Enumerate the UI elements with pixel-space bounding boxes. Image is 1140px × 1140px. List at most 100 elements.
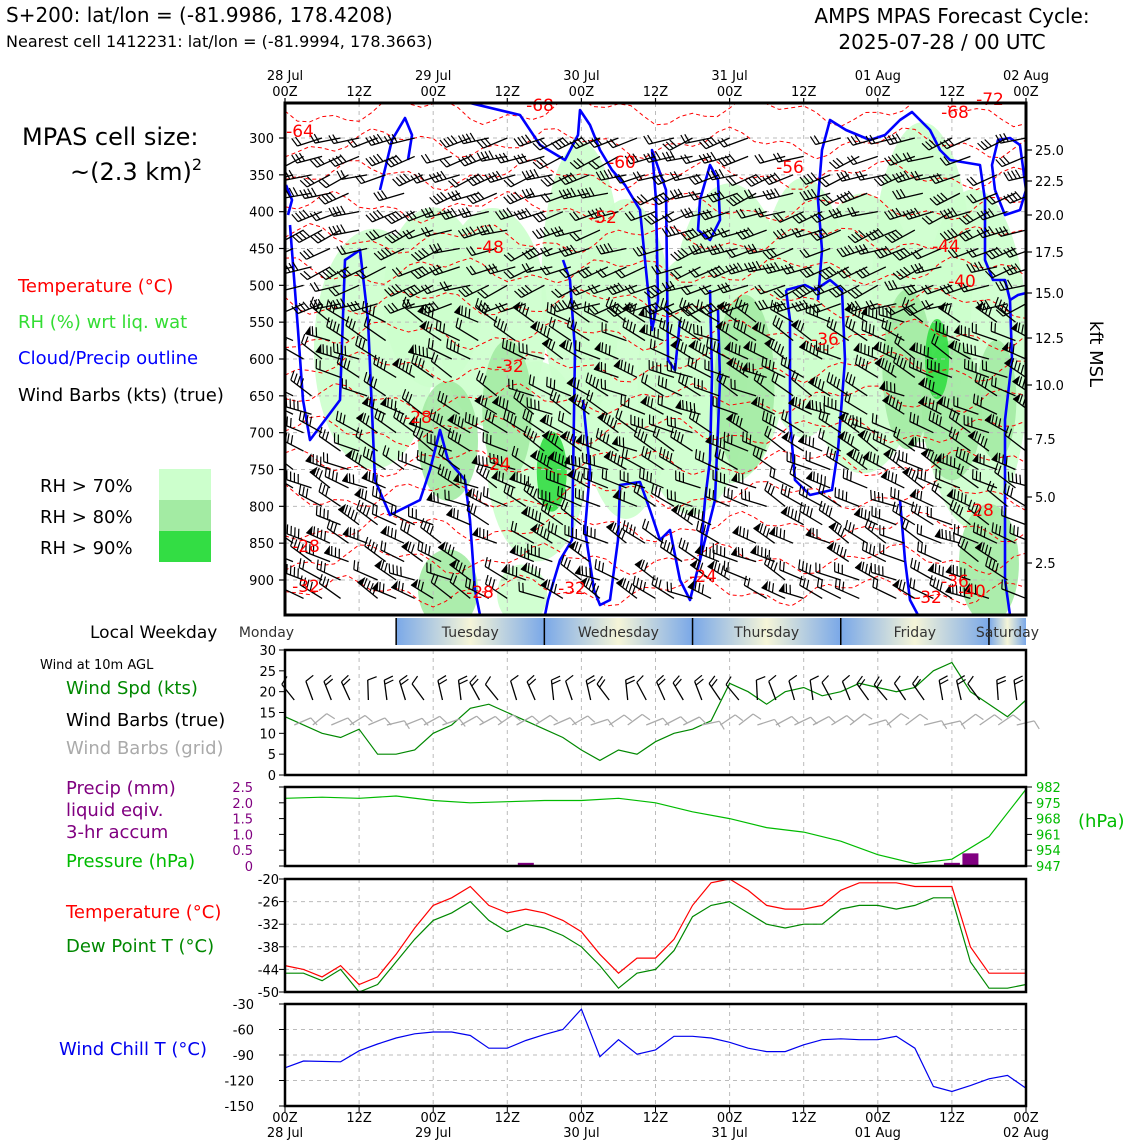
barb-feather bbox=[628, 211, 636, 220]
barb-feather bbox=[486, 488, 489, 498]
barb-shaft bbox=[670, 436, 693, 452]
barb-feather bbox=[603, 243, 610, 253]
wind-barb bbox=[464, 577, 490, 599]
wind-barb bbox=[632, 245, 664, 257]
barb-feather bbox=[687, 355, 691, 366]
barb-feather bbox=[444, 489, 446, 500]
barb-shaft bbox=[799, 510, 823, 526]
barb-feather bbox=[525, 170, 532, 180]
wind-barb bbox=[791, 299, 823, 312]
barb-shaft bbox=[460, 715, 478, 726]
barb-shaft bbox=[523, 489, 545, 507]
barb-feather bbox=[828, 209, 835, 219]
barb-shaft bbox=[426, 229, 452, 237]
barb-feather bbox=[554, 288, 563, 297]
barb-feather bbox=[572, 436, 577, 446]
barb-feather bbox=[650, 213, 659, 221]
barb-feather bbox=[662, 717, 670, 726]
barb-feather bbox=[511, 445, 516, 456]
barb-shaft bbox=[557, 495, 582, 507]
pressure-ytick-label: 961 bbox=[1036, 828, 1061, 843]
wind-barb bbox=[323, 545, 349, 563]
barb-feather bbox=[836, 544, 840, 555]
wind-barb bbox=[687, 507, 712, 526]
barb-feather bbox=[539, 211, 547, 220]
barb-feather bbox=[323, 531, 327, 541]
wind-barb bbox=[315, 358, 341, 379]
barb-feather bbox=[758, 207, 765, 217]
barb-shaft bbox=[483, 495, 508, 507]
barb-shaft bbox=[818, 417, 842, 434]
top-date-label: 31 Jul bbox=[711, 69, 747, 84]
barb-feather bbox=[298, 231, 307, 240]
barb-feather bbox=[605, 434, 610, 444]
barb-shaft bbox=[601, 331, 627, 342]
barb-feather bbox=[306, 579, 310, 590]
wind-barb bbox=[754, 153, 786, 164]
precip-legend-3: 3-hr accum bbox=[66, 822, 168, 843]
barb-feather bbox=[619, 490, 622, 500]
barb-feather bbox=[521, 153, 528, 162]
barb-feather bbox=[526, 428, 531, 438]
barb-feather bbox=[606, 140, 614, 149]
barb-shaft bbox=[553, 717, 571, 726]
barb-feather bbox=[291, 235, 300, 243]
barb-feather bbox=[521, 135, 528, 144]
barb-feather bbox=[694, 359, 698, 370]
barb-feather bbox=[688, 323, 692, 333]
wind-barb bbox=[595, 266, 627, 279]
barb-shaft bbox=[336, 362, 360, 378]
barb-shaft bbox=[530, 326, 553, 342]
wind-barb bbox=[328, 154, 360, 168]
barb-feather bbox=[449, 340, 453, 350]
barb-feather bbox=[293, 539, 298, 549]
wind-barb bbox=[382, 445, 405, 471]
barb-feather bbox=[833, 376, 837, 387]
wind-barb bbox=[484, 409, 508, 434]
barb-feather bbox=[355, 335, 359, 346]
wind-barb bbox=[322, 452, 349, 471]
barb-feather bbox=[706, 246, 713, 255]
barb-shaft bbox=[326, 527, 349, 544]
barb-shaft bbox=[546, 478, 572, 489]
barb-feather bbox=[709, 136, 718, 145]
barb-shaft bbox=[575, 284, 601, 296]
wind-barb bbox=[669, 171, 701, 182]
barb-feather bbox=[440, 170, 447, 180]
barb-flag bbox=[616, 577, 625, 587]
barb-shaft bbox=[285, 345, 304, 360]
barb-feather bbox=[767, 428, 772, 438]
barb-feather bbox=[774, 373, 779, 384]
barb-shaft bbox=[678, 325, 701, 342]
wind-barb bbox=[730, 546, 757, 563]
barb-feather bbox=[491, 413, 495, 424]
barb-shaft bbox=[453, 479, 479, 489]
barb-feather bbox=[650, 483, 655, 494]
wind-barb bbox=[781, 431, 805, 452]
barb-feather bbox=[840, 527, 846, 537]
barb-feather bbox=[390, 503, 394, 514]
barb-feather bbox=[818, 428, 822, 438]
wind-barb bbox=[466, 191, 498, 205]
wind-barb bbox=[449, 572, 471, 599]
barb-feather bbox=[415, 509, 417, 519]
barb-shaft bbox=[362, 309, 386, 323]
barb-shaft bbox=[389, 137, 415, 145]
barb-flag bbox=[560, 430, 568, 440]
barb-feather bbox=[534, 399, 536, 410]
barb-shaft bbox=[769, 247, 794, 260]
barb-feather bbox=[763, 554, 769, 565]
pressure-ytick-label: 982 bbox=[1036, 781, 1061, 796]
barb-feather bbox=[586, 389, 591, 400]
cell-size-label: MPAS cell size: bbox=[22, 123, 198, 151]
barb-feather bbox=[321, 484, 326, 495]
barb-feather bbox=[554, 451, 557, 462]
barb-feather bbox=[536, 141, 544, 149]
barb-feather bbox=[348, 473, 351, 483]
barb-shaft bbox=[484, 565, 508, 581]
barb-feather bbox=[421, 248, 430, 256]
wind-barb bbox=[471, 454, 497, 471]
barb-feather bbox=[798, 559, 801, 569]
wind-barb bbox=[285, 383, 294, 397]
barb-feather bbox=[532, 161, 541, 170]
